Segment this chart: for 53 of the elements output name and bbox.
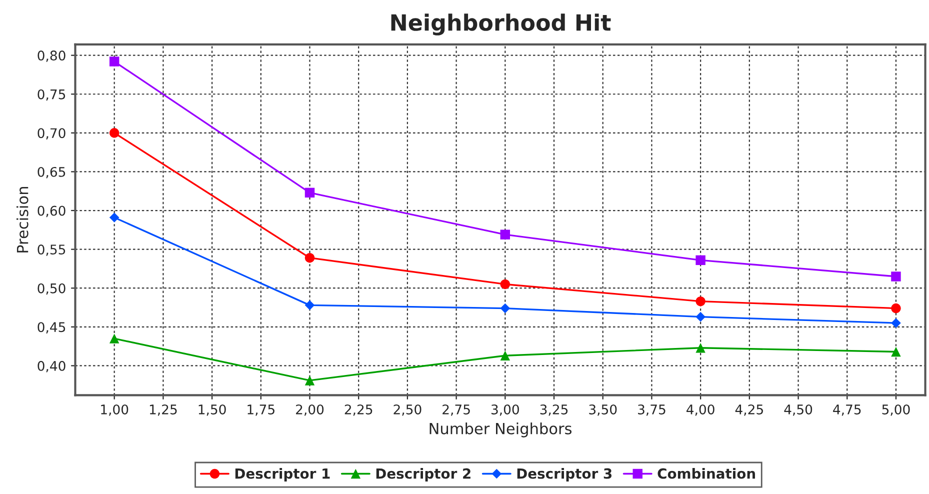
point <box>891 346 901 357</box>
chart-title: Neighborhood Hit <box>391 14 611 36</box>
point <box>304 252 315 263</box>
point <box>500 230 510 240</box>
point <box>696 343 706 353</box>
y-tick-label: 0,75 <box>38 89 66 101</box>
point <box>696 312 706 322</box>
legend-label: Combination <box>658 468 755 479</box>
y-tick-label: 0,50 <box>38 283 66 295</box>
point <box>109 212 120 222</box>
x-tick-label: 3,25 <box>540 404 568 416</box>
point <box>891 303 901 314</box>
point <box>696 296 706 306</box>
x-tick-label: 4,50 <box>784 404 812 416</box>
point <box>500 350 510 360</box>
x-tick-label: 5,00 <box>882 404 910 416</box>
point <box>109 334 120 344</box>
x-tick-label: 2,25 <box>344 404 372 416</box>
point <box>891 272 901 282</box>
y-tick-label: 0,70 <box>38 128 66 140</box>
point <box>304 300 315 310</box>
point <box>109 128 120 138</box>
x-tick-label: 4,75 <box>833 404 861 416</box>
x-tick-label: 1,00 <box>101 404 128 416</box>
y-tick-label: 0,60 <box>38 206 66 218</box>
y-tick-label: 0,40 <box>38 360 66 372</box>
x-tick-label: 2,50 <box>394 404 422 416</box>
point <box>500 303 510 314</box>
point <box>696 255 706 266</box>
y-axis-title: Precision <box>16 187 28 252</box>
x-axis-title: Number Neighbors <box>430 422 572 438</box>
legend-label: Descriptor 3 <box>517 468 612 482</box>
x-tick-label: 3,50 <box>589 404 617 416</box>
point <box>109 56 120 66</box>
x-tick-label: 4,25 <box>735 404 763 416</box>
x-tick-label: 3,75 <box>638 404 666 416</box>
point <box>304 376 315 386</box>
y-tick-label: 0,55 <box>38 244 66 256</box>
x-tick-label: 2,00 <box>296 404 324 416</box>
y-tick-label: 0,65 <box>38 166 66 178</box>
y-tick-label: 0,80 <box>38 50 66 62</box>
x-tick-label: 1,25 <box>150 404 177 416</box>
x-tick-label: 1,75 <box>248 404 274 416</box>
point <box>304 188 315 198</box>
x-tick-label: 4,00 <box>686 404 714 416</box>
x-tick-label: 3,00 <box>491 404 519 416</box>
point <box>500 279 510 290</box>
legend-label: Descriptor 2 <box>376 468 470 482</box>
legend-label: Descriptor 1 <box>235 468 330 482</box>
x-tick-label: 1,50 <box>198 404 226 416</box>
y-tick-label: 0,45 <box>38 322 66 334</box>
x-tick-label: 2,75 <box>442 404 470 416</box>
point <box>891 318 901 328</box>
